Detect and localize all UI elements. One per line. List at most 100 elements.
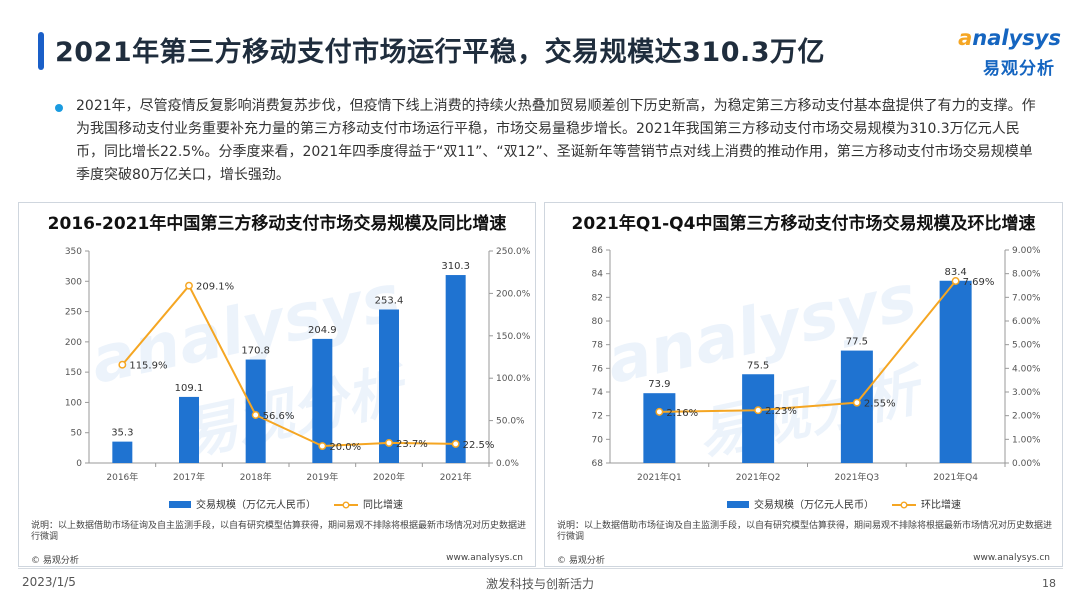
growth-point (118, 360, 127, 369)
y-tick-label: 0 (76, 459, 82, 469)
y2-tick-label: 0.00% (1012, 459, 1041, 469)
y2-tick-label: 2.00% (1012, 412, 1041, 422)
y2-tick-label: 150.0% (496, 332, 531, 342)
growth-value-label: 209.1% (196, 282, 234, 293)
growth-value-label: 2.16% (666, 408, 698, 419)
x-tick-label: 2019年 (306, 471, 338, 483)
footer-divider (18, 568, 1063, 569)
x-tick-label: 2021年Q2 (736, 471, 781, 483)
y-tick-label: 100 (65, 398, 82, 408)
growth-point (251, 411, 260, 419)
growth-value-label: 7.69% (963, 277, 995, 288)
y-tick-label: 78 (592, 341, 604, 351)
growth-value-label: 22.5% (463, 440, 495, 451)
footer-date: 2023/1/5 (22, 575, 76, 589)
legend-line-label: 环比增速 (921, 498, 961, 511)
website-text: www.analysys.cn (973, 553, 1050, 563)
legend-line-marker (342, 501, 350, 509)
x-tick-label: 2018年 (240, 471, 272, 483)
growth-point (655, 407, 664, 416)
bar-value-label: 73.9 (648, 379, 670, 390)
quarterly-chart: 68 70 72 74 76 78 80 82 84 86 0.00% 1.00% 2.00% 3.00%… (592, 246, 1041, 511)
y-tick-label: 68 (592, 459, 604, 469)
y-tick-label: 84 (592, 270, 604, 280)
y-tick-label: 76 (592, 364, 604, 374)
bar (445, 275, 466, 463)
x-tick-label: 2021年Q3 (835, 471, 880, 483)
y2-tick-label: 9.00% (1012, 246, 1041, 256)
growth-value-label: 115.9% (129, 361, 167, 372)
y-tick-label: 86 (592, 246, 604, 256)
copyright-text: © 易观分析 (31, 556, 79, 566)
growth-point (318, 442, 327, 450)
y-tick-label: 150 (65, 368, 82, 378)
growth-line (659, 280, 957, 413)
growth-point (852, 398, 861, 407)
bar (179, 396, 199, 463)
footer-slogan: 激发科技与创新活力 (485, 577, 594, 591)
chart-title: 2016-2021年中国第三方移动支付市场交易规模及同比增速 (47, 214, 507, 234)
x-tick-label: 2021年Q1 (637, 471, 682, 483)
bar (112, 441, 133, 463)
bar-value-label: 170.8 (241, 346, 270, 357)
growth-value-label: 23.7% (396, 439, 428, 450)
growth-point (385, 438, 393, 447)
y2-tick-label: 1.00% (1012, 435, 1041, 445)
y-tick-label: 250 (65, 308, 82, 318)
y-tick-label: 200 (65, 338, 82, 348)
growth-value-label: 56.6% (263, 411, 295, 422)
chart-note: 说明：以上数据借助市场征询及自主监测手段，以自有研究模型估算获得，期间易观不排除… (31, 521, 527, 542)
annual-chart: 0 50 100 150 200 250 300 350 0.0% 50.0% 100.0% 150.… (65, 247, 531, 511)
y2-tick-label: 3.00% (1012, 388, 1041, 398)
growth-point (951, 277, 960, 285)
growth-point (754, 406, 763, 415)
legend-bar-label: 交易规模（万亿元人民币） (754, 498, 874, 511)
logo-wordmark: analysys (958, 26, 1061, 50)
x-tick-label: 2020年 (373, 471, 405, 483)
bar-value-label: 77.5 (846, 337, 868, 348)
x-tick-label: 2016年 (106, 471, 138, 483)
y-tick-label: 350 (65, 247, 82, 257)
bar-value-label: 253.4 (375, 296, 404, 307)
growth-value-label: 2.23% (765, 406, 797, 417)
legend-bar-swatch (727, 501, 749, 508)
y2-tick-label: 0.0% (496, 459, 519, 469)
y2-tick-label: 6.00% (1012, 317, 1041, 327)
title-accent-bar (38, 32, 44, 70)
legend-bar-label: 交易规模（万亿元人民币） (196, 498, 316, 511)
y2-tick-label: 8.00% (1012, 270, 1041, 280)
legend-bar-swatch (169, 501, 191, 508)
y-tick-label: 50 (71, 429, 83, 439)
bar-value-label: 35.3 (111, 428, 133, 439)
y-tick-label: 74 (592, 388, 604, 398)
website-text: www.analysys.cn (446, 553, 523, 563)
x-tick-label: 2017年 (173, 471, 205, 483)
legend-line-marker (900, 501, 908, 509)
chart-title: 2021年Q1-Q4中国第三方移动支付市场交易规模及环比增速 (571, 214, 1036, 234)
x-tick-label: 2021年 (440, 471, 472, 483)
analysys-logo: analysys 易观分析 (955, 26, 1065, 79)
bar (643, 393, 676, 463)
intro-paragraph: 2021年，尽管疫情反复影响消费复苏步伐，但疫情下线上消费的持续火热叠加贸易顺差… (76, 98, 1036, 183)
bar-value-label: 109.1 (175, 383, 204, 394)
quarterly-chart-panel: analysys 易观分析 2021年Q1-Q4中国第三方移动支付市场交易规模及… (544, 202, 1063, 567)
y2-tick-label: 250.0% (496, 247, 531, 257)
y2-tick-label: 100.0% (496, 374, 531, 384)
bar-value-label: 83.4 (944, 267, 966, 278)
y-tick-label: 70 (592, 435, 604, 445)
bar (312, 338, 333, 463)
bar-value-label: 204.9 (308, 325, 337, 336)
growth-line (121, 283, 456, 448)
bar-value-label: 75.5 (747, 360, 769, 371)
chart-note: 说明：以上数据借助市场征询及自主监测手段，以自有研究模型估算获得，期间易观不排除… (557, 521, 1053, 542)
growth-point (451, 439, 460, 448)
bar-value-label: 310.3 (441, 261, 470, 272)
bullet-icon (55, 104, 63, 112)
page-number: 18 (1042, 577, 1056, 590)
growth-value-label: 20.0% (329, 442, 361, 453)
page-title: 2021年第三方移动支付市场运行平稳，交易规模达310.3万亿 (55, 37, 826, 68)
y-tick-label: 82 (592, 293, 603, 303)
y2-tick-label: 4.00% (1012, 364, 1041, 374)
bar (379, 309, 399, 463)
y-tick-label: 80 (592, 317, 604, 327)
